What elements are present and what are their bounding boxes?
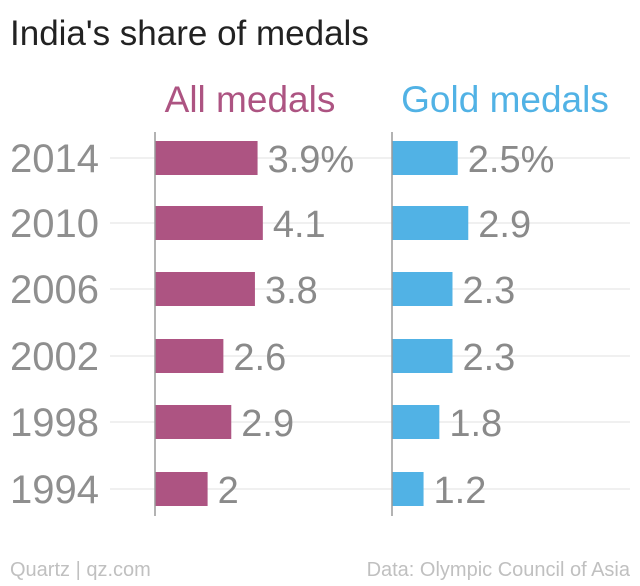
year-label-2002: 2002 — [10, 335, 99, 379]
value-label-gold-medals-2014: 2.5% — [468, 139, 555, 181]
value-label-all-medals-2002: 2.6 — [233, 337, 286, 379]
bar-all-medals-2002 — [155, 339, 224, 373]
bar-all-medals-1998 — [155, 405, 232, 439]
series-header-gold-medals: Gold medals — [401, 79, 609, 120]
year-label-2006: 2006 — [10, 268, 99, 312]
year-label-1998: 1998 — [10, 401, 99, 445]
bar-gold-medals-2002 — [392, 339, 453, 373]
value-label-all-medals-2006: 3.8 — [265, 270, 318, 312]
data-credit: Data: Olympic Council of Asia — [366, 559, 630, 581]
chart-title: India's share of medals — [10, 14, 369, 53]
value-label-gold-medals-1998: 1.8 — [449, 403, 502, 445]
bar-gold-medals-1998 — [392, 405, 440, 439]
bar-all-medals-2014 — [155, 141, 258, 175]
value-label-gold-medals-1994: 1.2 — [434, 470, 487, 512]
value-label-all-medals-2010: 4.1 — [273, 204, 326, 246]
bar-all-medals-2010 — [155, 206, 263, 240]
value-label-gold-medals-2010: 2.9 — [478, 204, 531, 246]
value-label-all-medals-2014: 3.9% — [268, 139, 355, 181]
series-header-all-medals: All medals — [165, 79, 336, 120]
bar-gold-medals-2010 — [392, 206, 469, 240]
bar-all-medals-2006 — [155, 272, 255, 306]
bar-gold-medals-2006 — [392, 272, 453, 306]
bar-all-medals-1994 — [155, 472, 208, 506]
year-label-2010: 2010 — [10, 202, 99, 246]
value-label-gold-medals-2002: 2.3 — [462, 337, 515, 379]
year-label-1994: 1994 — [10, 468, 99, 512]
value-label-gold-medals-2006: 2.3 — [462, 270, 515, 312]
year-label-2014: 2014 — [10, 137, 99, 181]
value-label-all-medals-1994: 2 — [218, 470, 239, 512]
bar-gold-medals-1994 — [392, 472, 424, 506]
bar-gold-medals-2014 — [392, 141, 458, 175]
value-label-all-medals-1998: 2.9 — [241, 403, 294, 445]
source-credit: Quartz | qz.com — [10, 559, 151, 581]
